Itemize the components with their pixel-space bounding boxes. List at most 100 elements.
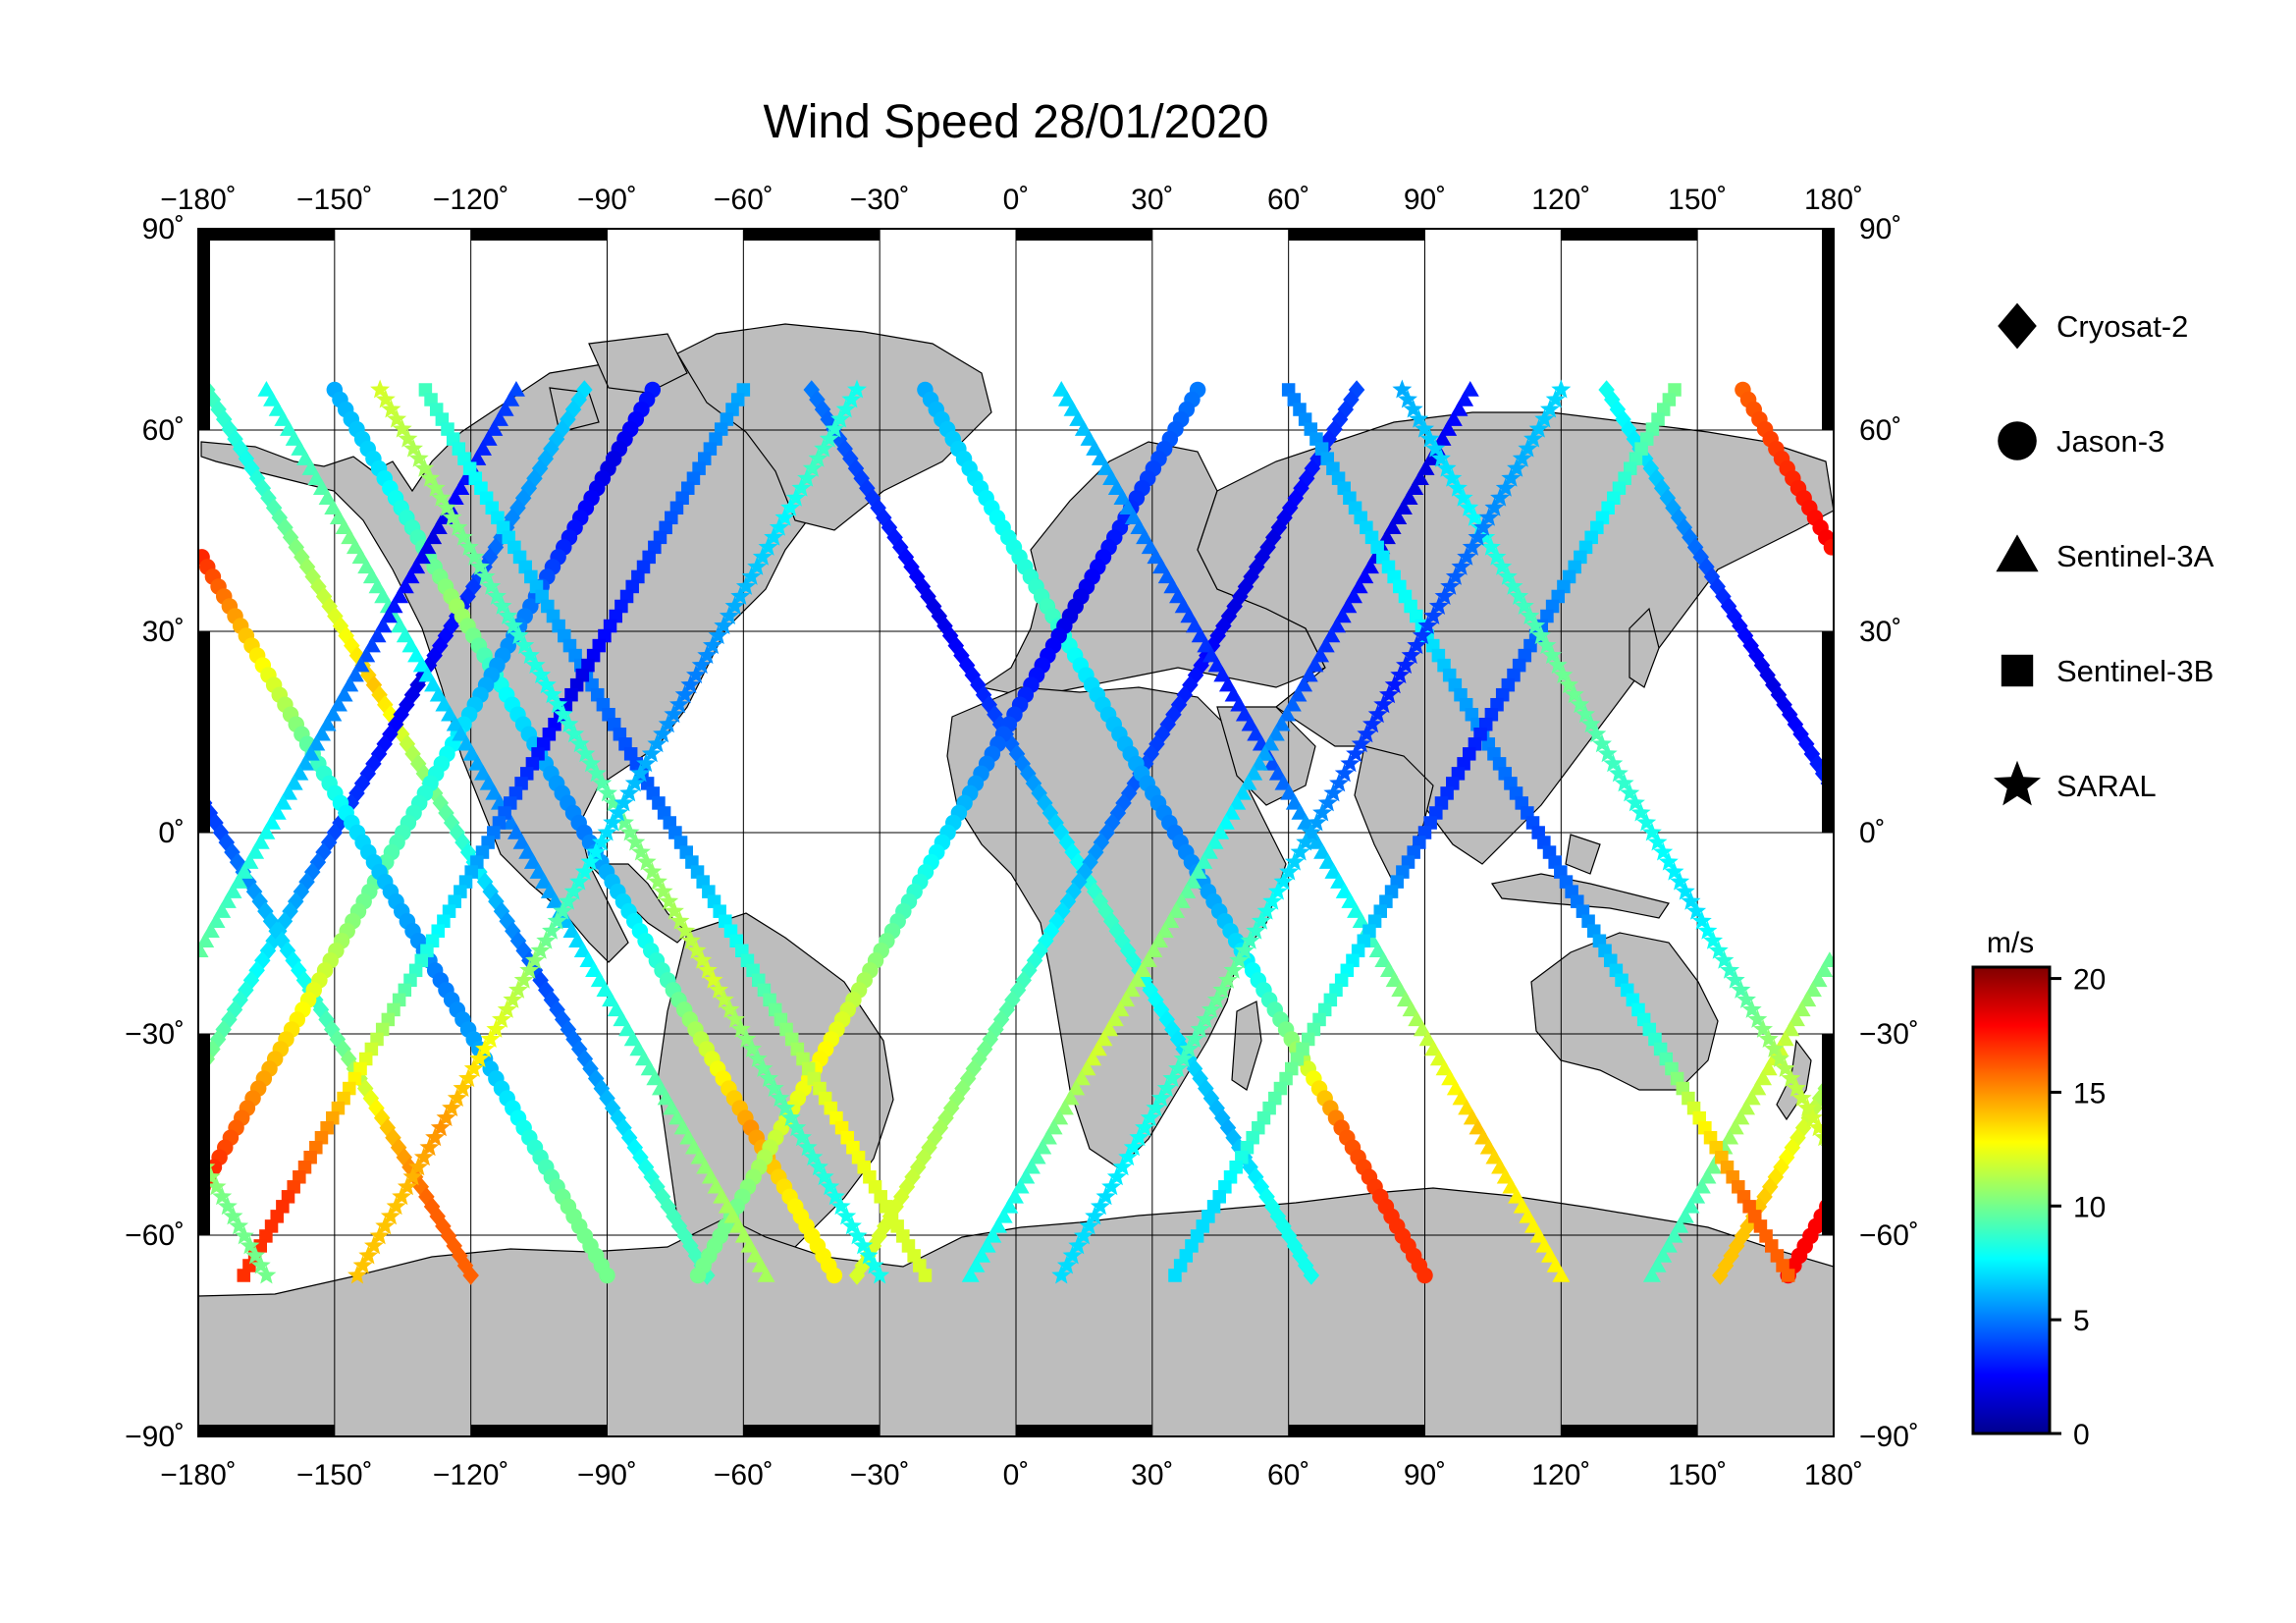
- track-point: [1480, 536, 1501, 556]
- track-point: [1712, 1266, 1729, 1285]
- track-point: [1444, 410, 1463, 426]
- track-point: [1273, 871, 1294, 891]
- track-point: [759, 1068, 778, 1088]
- track-point: [1128, 971, 1147, 988]
- track-point: [718, 1197, 736, 1214]
- track-point: [1240, 930, 1260, 949]
- track-point: [814, 1166, 834, 1186]
- track-point: [1057, 391, 1076, 406]
- track-point: [206, 1176, 227, 1196]
- track-point: [1687, 1187, 1706, 1204]
- track-point: [747, 556, 768, 575]
- track-point: [1150, 932, 1169, 947]
- track-point: [736, 1029, 757, 1048]
- track-point: [329, 509, 347, 525]
- track-point: [751, 1256, 770, 1272]
- track-point: [1416, 1267, 1433, 1284]
- track-point: [841, 389, 862, 408]
- track-point: [1300, 666, 1318, 682]
- track-point: [692, 949, 713, 969]
- track-point: [486, 586, 507, 605]
- track-point: [1545, 389, 1566, 408]
- track-point: [629, 1040, 648, 1056]
- track-point: [407, 558, 426, 574]
- track-point: [1216, 813, 1235, 830]
- track-point: [1553, 665, 1574, 684]
- track-point: [1205, 834, 1224, 849]
- track-point: [691, 655, 712, 675]
- track-point: [519, 959, 540, 979]
- track-point: [1423, 606, 1444, 624]
- track-point: [1178, 883, 1197, 898]
- track-point: [1491, 1158, 1510, 1174]
- track-point: [1586, 724, 1607, 743]
- track-point: [1485, 1148, 1504, 1164]
- longitude-labels-top: −180˚ −150˚ −120˚ −90˚ −60˚ −30˚ 0˚ 30˚ 60˚ 90˚ 12…: [160, 184, 1863, 216]
- track-point: [1362, 714, 1382, 733]
- track-point: [1441, 1069, 1460, 1086]
- track-point: [1330, 873, 1349, 889]
- track-point: [458, 1068, 479, 1088]
- latitude-tick-label: −60˚: [125, 1219, 185, 1252]
- track-point: [1278, 705, 1297, 722]
- track-point: [485, 420, 504, 436]
- legend-square-icon: [2001, 654, 2034, 687]
- track-point: [430, 1117, 451, 1137]
- longitude-tick-label: 150˚: [1668, 184, 1727, 216]
- track-point: [1050, 1109, 1069, 1125]
- track-point: [1792, 1001, 1811, 1017]
- track-point: [1459, 497, 1479, 516]
- legend-star-icon: [1994, 760, 2041, 806]
- track-point: [429, 685, 448, 702]
- track-point: [468, 450, 487, 465]
- track-point: [1609, 763, 1629, 783]
- track-point: [580, 851, 601, 871]
- land-asia: [1197, 411, 1834, 865]
- track-point: [1357, 724, 1377, 743]
- track-point: [1266, 725, 1285, 741]
- track-point: [1614, 773, 1634, 792]
- track-point: [446, 715, 464, 731]
- longitude-tick-label: 120˚: [1531, 1459, 1590, 1491]
- track-point: [730, 1018, 751, 1038]
- track-point: [256, 1265, 277, 1284]
- track-point: [679, 1128, 698, 1145]
- track-point: [1484, 497, 1505, 516]
- track-point: [497, 999, 517, 1018]
- track-point: [724, 596, 745, 615]
- track-point: [1063, 401, 1082, 416]
- track-point: [1322, 626, 1341, 643]
- frame-bar-top: [743, 229, 881, 241]
- track-point: [858, 1245, 879, 1265]
- track-point: [1146, 1098, 1166, 1117]
- track-point: [542, 684, 562, 704]
- track-point: [697, 645, 718, 665]
- track-point: [1112, 1157, 1133, 1176]
- track-point: [1580, 714, 1601, 733]
- track-point: [1118, 1147, 1139, 1166]
- track-point: [469, 1049, 490, 1067]
- track-point: [747, 1049, 768, 1067]
- track-point: [408, 1157, 429, 1176]
- track-point: [835, 399, 856, 418]
- track-point: [240, 1235, 260, 1255]
- track-point: [1703, 930, 1724, 949]
- track-point: [1250, 754, 1268, 771]
- colorbar-tick-label: 15: [2073, 1077, 2106, 1109]
- track-point: [708, 625, 728, 645]
- track-point: [1478, 507, 1499, 526]
- track-point: [1039, 1128, 1057, 1145]
- track-point: [1394, 499, 1413, 515]
- track-point: [1068, 1235, 1089, 1255]
- track-point: [1641, 822, 1662, 841]
- track-point: [669, 694, 689, 714]
- track-point: [973, 1246, 991, 1263]
- track-point: [475, 1039, 496, 1057]
- track-point: [1317, 792, 1338, 812]
- track-point: [1409, 408, 1429, 428]
- track-point: [652, 1079, 670, 1096]
- track-point: [1346, 743, 1365, 763]
- track-point: [1507, 458, 1527, 477]
- track-point: [424, 676, 443, 692]
